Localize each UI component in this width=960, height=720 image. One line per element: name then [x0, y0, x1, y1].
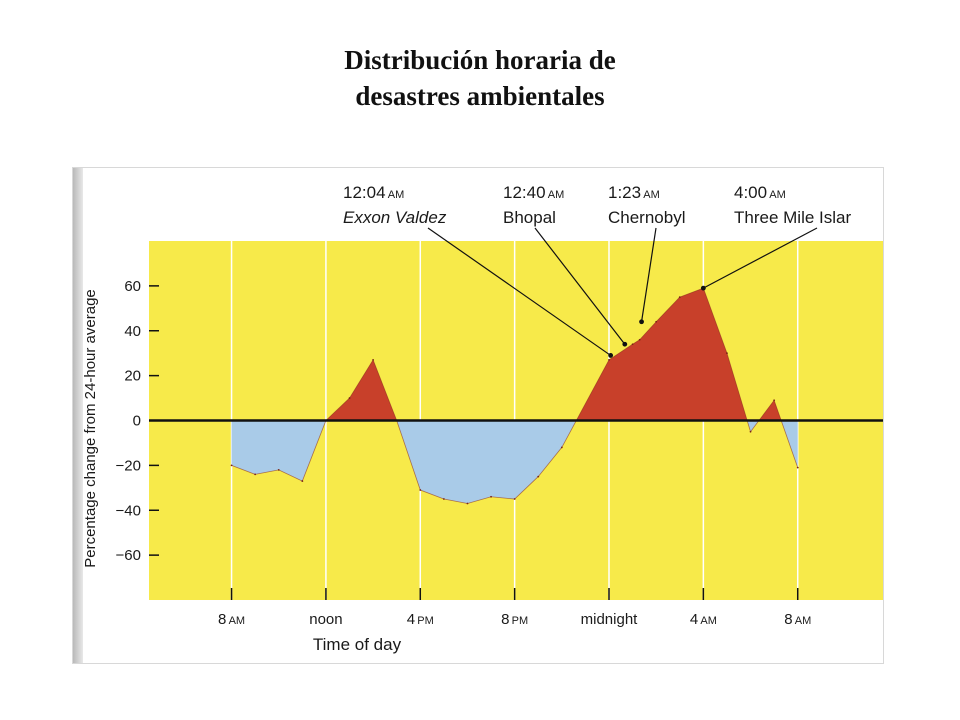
annotation-label: Exxon Valdez	[343, 208, 447, 227]
annotation-point	[608, 353, 614, 358]
page-title: Distribución horaria de desastres ambien…	[0, 42, 960, 114]
annotation-leader	[427, 227, 611, 356]
y-tick-label: −40	[116, 502, 141, 519]
annotation-leader	[534, 227, 626, 345]
annotation-label: Three Mile Islar	[734, 208, 851, 227]
page-title-line-2: desastres ambientales	[355, 81, 605, 111]
x-tick-label: 4 AM	[690, 611, 717, 628]
annotation-label: Chernobyl	[608, 208, 686, 227]
data-point	[608, 359, 610, 361]
data-point	[638, 338, 641, 341]
disaster-annotations: 12:04 AM Exxon Valdez 12:40 AM Bhopal 1:23 A…	[343, 183, 851, 358]
x-axis-title: Time of day	[313, 635, 402, 654]
data-point	[560, 446, 563, 449]
annotation-leader	[703, 227, 818, 289]
data-point	[631, 343, 634, 346]
data-point	[796, 466, 799, 469]
y-tick-label: 20	[124, 368, 141, 385]
page-title-line-1: Distribución horaria de	[344, 45, 616, 75]
y-tick-label: −20	[116, 457, 141, 474]
x-tick-label: 8 PM	[501, 611, 528, 628]
y-tick-label: 0	[133, 413, 141, 430]
data-point	[490, 495, 492, 498]
data-point	[513, 498, 516, 500]
x-tick-label: noon	[309, 611, 342, 628]
data-point	[230, 464, 233, 467]
y-tick-label: 40	[124, 323, 141, 340]
annotation-point	[700, 285, 706, 291]
x-tick-label: 8 AM	[784, 611, 811, 628]
data-point	[726, 352, 728, 355]
data-point	[348, 397, 351, 399]
data-point	[372, 359, 375, 361]
x-tick-label: midnight	[581, 611, 639, 628]
data-point	[254, 473, 257, 476]
annotation-time: 12:40 AM	[503, 183, 564, 202]
data-point	[655, 320, 658, 323]
positive-area	[231, 288, 798, 421]
y-axis-ticks: 60 40 20 0 −20 −40 −60	[116, 278, 159, 564]
annotation-leader	[640, 227, 657, 322]
annotation-point	[639, 319, 644, 325]
annotation-time: 4:00 AM	[734, 183, 786, 202]
x-tick-label: 8 AM	[218, 611, 245, 628]
data-point	[301, 480, 304, 482]
data-point	[773, 399, 776, 402]
data-point	[537, 475, 540, 478]
data-point	[466, 502, 469, 505]
annotation-time: 12:04 AM	[343, 183, 404, 202]
data-point	[678, 296, 681, 298]
y-tick-label: 60	[124, 278, 141, 295]
annotation-label: Bhopal	[503, 208, 556, 227]
chart-image-frame: 60 40 20 0 −20 −40 −60 8 AM noon 4 PM 8 PM midnigh…	[72, 167, 884, 664]
data-point	[442, 498, 445, 500]
data-point	[419, 489, 422, 491]
scan-shadow-edge	[73, 168, 83, 663]
x-tick-label: 4 PM	[407, 611, 434, 628]
annotation-time: 1:23 AM	[608, 183, 660, 202]
environmental-disasters-chart: 60 40 20 0 −20 −40 −60 8 AM noon 4 PM 8 PM midnigh…	[82, 183, 883, 654]
annotation-point	[622, 341, 628, 347]
data-point	[749, 430, 752, 433]
y-tick-label: −60	[116, 547, 141, 564]
negative-area	[231, 420, 798, 504]
data-point	[277, 468, 280, 471]
x-axis-ticks: 8 AM noon 4 PM 8 PM midnight 4 AM 8 AM	[218, 588, 811, 628]
y-axis-title: Percentage change from 24-hour average	[82, 289, 99, 568]
